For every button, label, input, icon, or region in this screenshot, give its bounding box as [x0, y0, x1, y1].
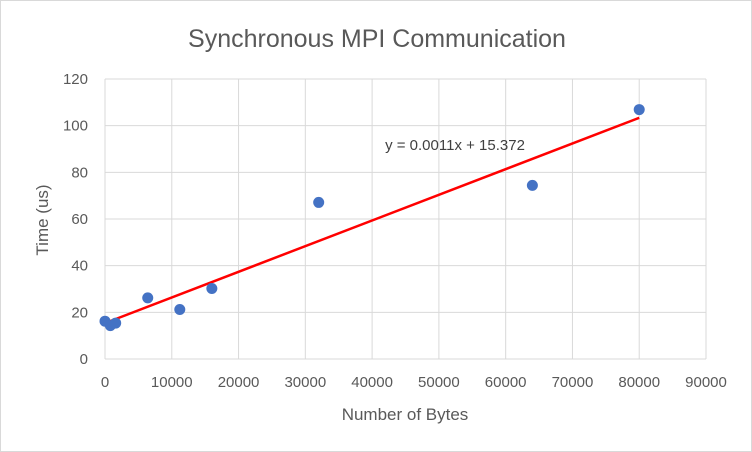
x-axis-title: Number of Bytes: [342, 405, 469, 424]
data-point: [142, 292, 154, 304]
x-tick-label: 80000: [618, 374, 660, 391]
x-tick-label: 20000: [218, 374, 260, 391]
y-axis-title: Time (us): [33, 184, 52, 255]
data-point: [110, 317, 122, 329]
x-tick-label: 30000: [284, 374, 326, 391]
x-tick-label: 40000: [351, 374, 393, 391]
y-tick-label: 40: [71, 258, 88, 275]
x-tick-labels: 0 10000 20000 30000 40000 50000 60000 70000 8000…: [101, 374, 727, 391]
y-tick-label: 20: [71, 304, 88, 321]
y-tick-label: 120: [63, 71, 88, 88]
y-tick-label: 80: [71, 164, 88, 181]
x-tick-label: 0: [101, 374, 109, 391]
data-point: [313, 196, 325, 208]
y-tick-label: 60: [71, 211, 88, 228]
trendline-equation: y = 0.0011x + 15.372: [385, 137, 525, 154]
x-tick-label: 10000: [151, 374, 193, 391]
trendline-group: [104, 116, 640, 325]
data-point: [633, 104, 645, 116]
x-tick-label: 60000: [485, 374, 527, 391]
data-point: [174, 304, 186, 316]
x-tick-label: 50000: [418, 374, 460, 391]
x-tick-label: 90000: [685, 374, 727, 391]
x-tick-label: 70000: [552, 374, 594, 391]
gridlines: [104, 78, 707, 360]
chart-title: Synchronous MPI Communication: [188, 25, 566, 53]
data-point: [206, 283, 218, 295]
y-tick-label: 0: [80, 351, 88, 368]
trendline: [104, 116, 640, 325]
data-points: [99, 104, 645, 332]
data-point: [526, 179, 538, 191]
y-tick-labels: 0 20 40 60 80 100 120: [63, 71, 88, 368]
y-tick-label: 100: [63, 118, 88, 135]
